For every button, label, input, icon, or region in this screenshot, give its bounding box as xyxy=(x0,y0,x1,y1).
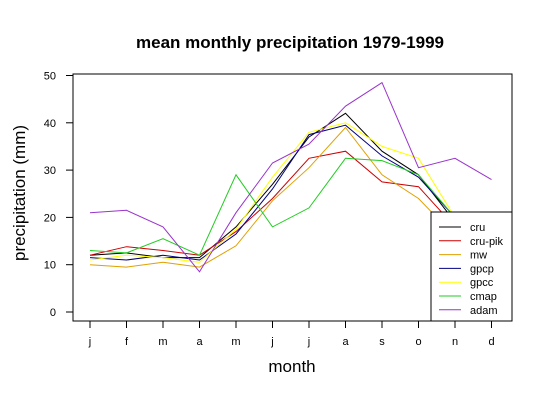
x-axis-title: month xyxy=(268,357,315,376)
legend-label-adam: adam xyxy=(470,305,498,317)
x-tick-label: m xyxy=(231,336,240,348)
x-tick-label: a xyxy=(196,336,203,348)
x-tick-label: n xyxy=(452,336,458,348)
chart-title: mean monthly precipitation 1979-1999 xyxy=(136,33,444,52)
legend-label-gpcp: gpcp xyxy=(470,263,494,275)
series-line-adam xyxy=(89,81,492,273)
y-axis-title: precipitation (mm) xyxy=(10,125,29,261)
series-line-cru-pik xyxy=(89,150,456,256)
x-tick-label: s xyxy=(379,336,385,348)
series-line-gpcc xyxy=(89,122,456,263)
y-tick-label: 50 xyxy=(44,71,56,83)
x-tick-label: j xyxy=(307,336,310,348)
series-layer xyxy=(89,81,492,273)
legend-label-mw: mw xyxy=(470,250,487,262)
y-tick-label: 20 xyxy=(44,212,56,224)
x-tick-label: d xyxy=(488,336,494,348)
legend-label-cru: cru xyxy=(470,222,485,234)
x-tick-label: o xyxy=(415,336,421,348)
y-tick-label: 30 xyxy=(44,165,56,177)
y-axis: 0 10 20 30 40 50 xyxy=(44,71,73,319)
legend-label-gpcc: gpcc xyxy=(470,277,494,289)
plot-frame xyxy=(72,73,513,322)
series-line-gpcp xyxy=(89,124,456,261)
series-line-cru xyxy=(89,112,456,259)
y-tick-label: 0 xyxy=(50,307,56,319)
x-tick-label: m xyxy=(158,336,167,348)
x-tick-label: j xyxy=(88,336,91,348)
x-tick-label: a xyxy=(342,336,349,348)
legend-label-cru-pik: cru-pik xyxy=(470,236,504,248)
series-line-cmap xyxy=(89,157,456,256)
y-tick-label: 40 xyxy=(44,118,56,130)
x-tick-label: j xyxy=(270,336,273,348)
series-line-mw xyxy=(89,126,456,268)
y-tick-label: 10 xyxy=(44,260,56,272)
x-tick-label: f xyxy=(125,336,129,348)
legend-box xyxy=(430,211,513,322)
legend-label-cmap: cmap xyxy=(470,291,497,303)
